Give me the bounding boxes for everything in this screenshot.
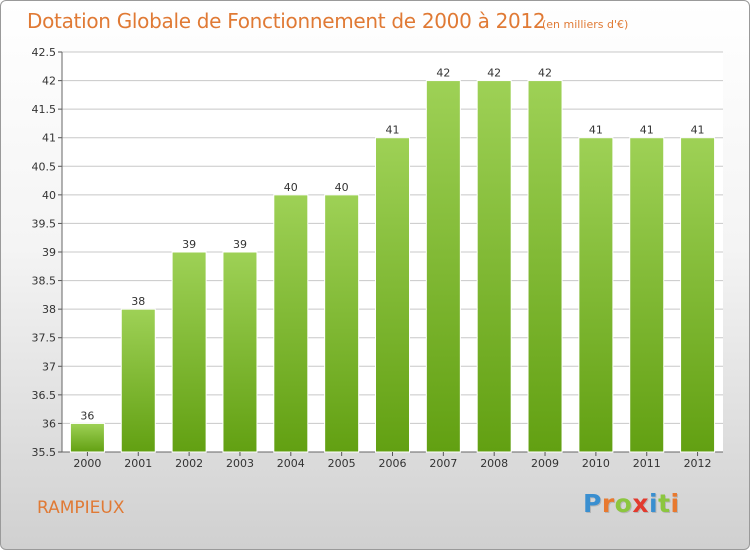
logo-letter: o — [614, 489, 633, 518]
data-label-2007: 42 — [436, 67, 450, 80]
logo-letter: t — [658, 489, 671, 518]
x-tick-label-2003: 2003 — [226, 457, 254, 470]
data-label-2012: 41 — [691, 124, 705, 137]
bar-2011 — [629, 137, 665, 453]
data-label-2002: 39 — [182, 238, 196, 251]
bar-2004 — [273, 194, 309, 453]
logo-letter: i — [649, 489, 659, 518]
y-tick-label: 37.5 — [32, 332, 57, 345]
data-label-2004: 40 — [284, 181, 298, 194]
data-label-2000: 36 — [80, 409, 94, 422]
bar-2002 — [171, 251, 207, 453]
chart-title: Dotation Globale de Fonctionnement de 20… — [27, 9, 546, 33]
data-label-2009: 42 — [538, 67, 552, 80]
bar-2007 — [425, 80, 461, 453]
y-tick-label: 40.5 — [32, 160, 57, 173]
x-tick-label-2011: 2011 — [633, 457, 661, 470]
bar-2006 — [375, 137, 410, 453]
x-tick-label-2000: 2000 — [73, 457, 101, 470]
y-tick-label: 37 — [42, 360, 56, 373]
y-tick-label: 40 — [42, 189, 56, 202]
bar-2005 — [324, 194, 360, 453]
data-label-2006: 41 — [386, 124, 400, 137]
x-tick-label-2005: 2005 — [328, 457, 356, 470]
y-tick-label: 41 — [42, 132, 56, 145]
bar-2003 — [222, 251, 258, 453]
bar-2009 — [527, 80, 563, 453]
logo-letter: r — [601, 489, 615, 518]
y-tick-label: 36.5 — [32, 389, 57, 402]
logo-letter: P — [583, 489, 602, 518]
y-tick-label: 42 — [42, 75, 56, 88]
x-tick-label-2012: 2012 — [684, 457, 712, 470]
chart-subtitle: (en milliers d'€) — [542, 18, 629, 31]
y-tick-label: 42.5 — [32, 46, 57, 59]
x-tick-label-2010: 2010 — [582, 457, 610, 470]
bar-2010 — [578, 137, 614, 453]
y-tick-label: 38.5 — [32, 275, 57, 288]
y-tick-label: 36 — [42, 417, 56, 430]
bar-2000 — [69, 422, 105, 453]
commune-name: RAMPIEUX — [37, 498, 125, 518]
logo-letter: x — [632, 489, 649, 518]
bar-2012 — [680, 137, 716, 453]
x-tick-label-2008: 2008 — [480, 457, 508, 470]
data-label-2008: 42 — [487, 67, 501, 80]
x-tick-label-2002: 2002 — [175, 457, 203, 470]
y-tick-label: 35.5 — [32, 446, 57, 459]
bar-2008 — [476, 80, 512, 453]
y-tick-label: 39 — [42, 246, 56, 259]
proxiti-logo: Proxiti — [583, 489, 680, 518]
y-tick-label: 41.5 — [32, 103, 57, 116]
data-label-2011: 41 — [640, 124, 654, 137]
x-tick-label-2006: 2006 — [379, 457, 407, 470]
x-tick-label-2007: 2007 — [429, 457, 457, 470]
data-label-2005: 40 — [335, 181, 349, 194]
x-tick-label-2009: 2009 — [531, 457, 559, 470]
logo-letter: i — [670, 489, 680, 518]
data-label-2003: 39 — [233, 238, 247, 251]
data-label-2010: 41 — [589, 124, 603, 137]
x-tick-label-2001: 2001 — [124, 457, 152, 470]
y-tick-label: 39.5 — [32, 217, 57, 230]
y-tick-label: 38 — [42, 303, 56, 316]
bar-2001 — [120, 308, 156, 453]
data-label-2001: 38 — [131, 295, 145, 308]
x-tick-label-2004: 2004 — [277, 457, 305, 470]
